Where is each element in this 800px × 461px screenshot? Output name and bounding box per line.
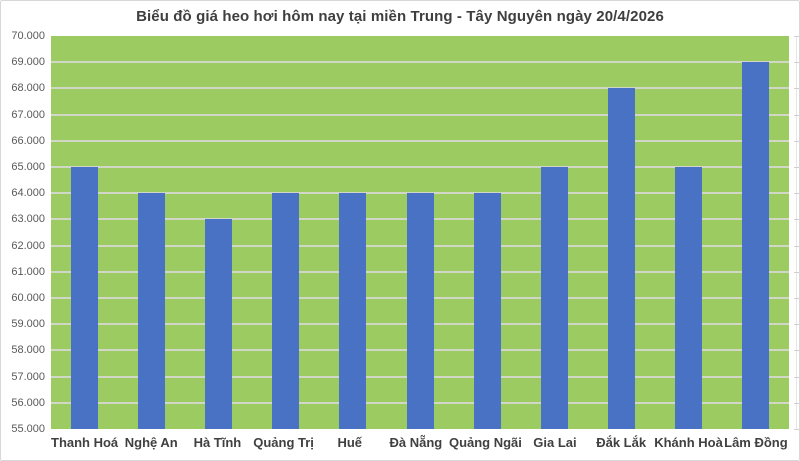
y-tick-label: 65.000 bbox=[11, 160, 45, 173]
bar bbox=[674, 167, 702, 429]
y-tick-label: 67.000 bbox=[11, 108, 45, 121]
y-tick-label: 68.000 bbox=[11, 82, 45, 95]
gridline bbox=[51, 87, 789, 90]
edge-tick bbox=[794, 62, 799, 64]
x-category-label: Hà Tĩnh bbox=[193, 435, 242, 450]
edge-tick bbox=[794, 219, 799, 221]
plot-area bbox=[51, 36, 789, 429]
bar-slot bbox=[588, 36, 655, 429]
edge-tick bbox=[794, 193, 799, 195]
edge-tick bbox=[794, 88, 799, 90]
bars-layer bbox=[51, 36, 789, 429]
x-axis: Thanh Hoá Nghệ An Hà Tĩnh Quảng Trị Huế Đà Nẵ… bbox=[51, 435, 789, 455]
y-tick-label: 61.000 bbox=[11, 265, 45, 278]
gridline bbox=[51, 139, 789, 142]
x-category-label: Quảng Trị bbox=[253, 435, 314, 450]
bar-slot bbox=[386, 36, 453, 429]
y-tick-label: 69.000 bbox=[11, 56, 45, 69]
bar bbox=[71, 167, 99, 429]
gridline bbox=[51, 61, 789, 64]
edge-tick bbox=[794, 297, 799, 299]
x-category-label: Khánh Hoà bbox=[654, 435, 723, 450]
chart-title: Biểu đồ giá heo hơi hôm nay tại miền Tru… bbox=[136, 8, 664, 25]
bar bbox=[339, 193, 367, 429]
x-category-label: Đắk Lắk bbox=[596, 435, 647, 450]
gridline bbox=[51, 165, 789, 168]
bar-slot bbox=[118, 36, 185, 429]
bar bbox=[138, 193, 166, 429]
edge-tick bbox=[794, 245, 799, 247]
bar-slot bbox=[521, 36, 588, 429]
bar bbox=[272, 193, 300, 429]
y-tick-label: 55.000 bbox=[11, 423, 45, 435]
x-category-label: Nghệ An bbox=[124, 435, 178, 450]
bar bbox=[607, 88, 635, 429]
bar bbox=[540, 167, 568, 429]
y-tick-label: 56.000 bbox=[11, 396, 45, 409]
bar-slot bbox=[722, 36, 789, 429]
y-tick-label: 63.000 bbox=[11, 213, 45, 226]
y-tick-label: 64.000 bbox=[11, 187, 45, 200]
edge-tick bbox=[794, 429, 799, 430]
y-tick-label: 58.000 bbox=[11, 344, 45, 357]
edge-tick bbox=[794, 271, 799, 273]
y-tick-label: 70.000 bbox=[11, 30, 45, 42]
y-tick-label: 66.000 bbox=[11, 134, 45, 147]
bar bbox=[406, 193, 434, 429]
x-category-label: Đà Nẵng bbox=[389, 435, 443, 450]
edge-tick bbox=[794, 376, 799, 378]
y-tick-label: 59.000 bbox=[11, 318, 45, 331]
bar-slot bbox=[655, 36, 722, 429]
x-category-label: Thanh Hoá bbox=[51, 435, 119, 450]
edge-tick bbox=[794, 350, 799, 352]
x-category-label: Lâm Đồng bbox=[724, 435, 788, 450]
bar bbox=[205, 219, 233, 429]
bar bbox=[473, 193, 501, 429]
y-tick-label: 62.000 bbox=[11, 239, 45, 252]
bar-slot bbox=[454, 36, 521, 429]
gridline bbox=[51, 113, 789, 116]
bar-slot bbox=[252, 36, 319, 429]
x-category-label: Gia Lai bbox=[533, 435, 577, 450]
bar bbox=[741, 62, 769, 429]
edge-tick bbox=[794, 114, 799, 116]
gridline bbox=[51, 192, 789, 195]
edge-tick bbox=[794, 402, 799, 404]
bar-slot bbox=[51, 36, 118, 429]
x-category-label: Quảng Ngãi bbox=[448, 435, 522, 450]
y-tick-label: 57.000 bbox=[11, 370, 45, 383]
edge-tick bbox=[794, 324, 799, 326]
y-tick-label: 60.000 bbox=[11, 291, 45, 304]
bar-slot bbox=[319, 36, 386, 429]
bar-slot bbox=[185, 36, 252, 429]
edge-tick bbox=[794, 166, 799, 168]
edge-line bbox=[796, 36, 797, 429]
x-category-label: Huế bbox=[337, 435, 362, 450]
edge-tick bbox=[794, 36, 799, 37]
right-edge-ticks bbox=[789, 36, 799, 430]
y-axis: 70.000 69.000 68.000 67.000 66.000 65.000 64.0… bbox=[1, 30, 45, 435]
edge-tick bbox=[794, 140, 799, 142]
